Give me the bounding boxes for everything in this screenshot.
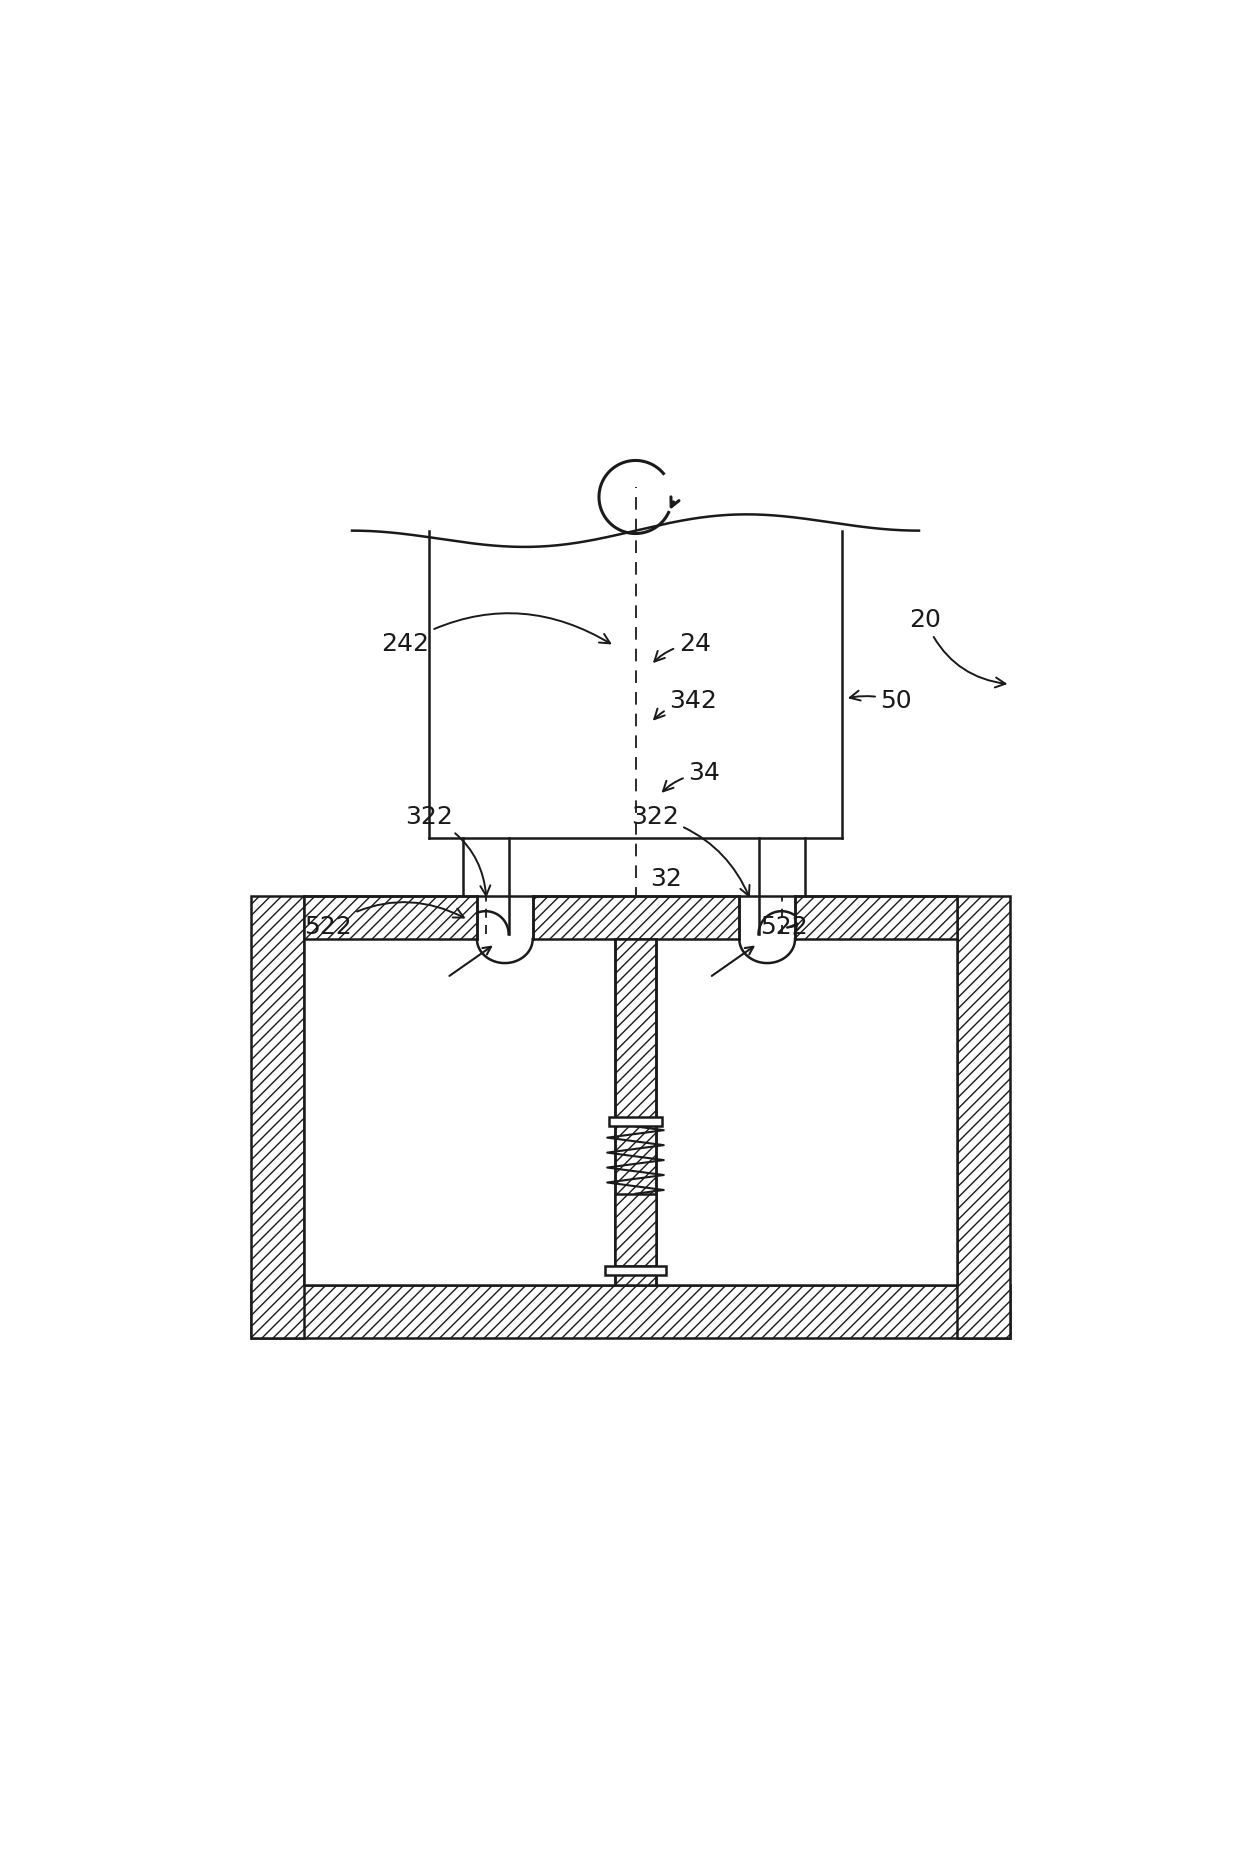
Bar (304, 940, 957, 1286)
Text: 322: 322 (631, 805, 749, 895)
Text: 50: 50 (849, 690, 913, 714)
Bar (605, 1265, 666, 1275)
Bar (957, 895, 1011, 1338)
Text: 24: 24 (655, 631, 711, 662)
Bar (250, 895, 304, 1338)
Bar (615, 940, 656, 1286)
Bar (795, 895, 957, 940)
Bar (304, 940, 615, 1286)
Text: 522: 522 (304, 903, 464, 940)
Text: 322: 322 (404, 805, 490, 895)
Text: 342: 342 (655, 690, 717, 720)
Text: 522: 522 (760, 916, 808, 940)
Bar (250, 1286, 1011, 1338)
Bar (304, 895, 477, 940)
Bar (656, 940, 957, 1286)
Bar (609, 1117, 662, 1127)
Text: 32: 32 (650, 868, 682, 892)
Text: 34: 34 (663, 762, 720, 792)
Bar (615, 1193, 656, 1265)
Bar (533, 895, 739, 940)
Text: 242: 242 (381, 612, 610, 655)
Text: 20: 20 (909, 609, 1006, 688)
